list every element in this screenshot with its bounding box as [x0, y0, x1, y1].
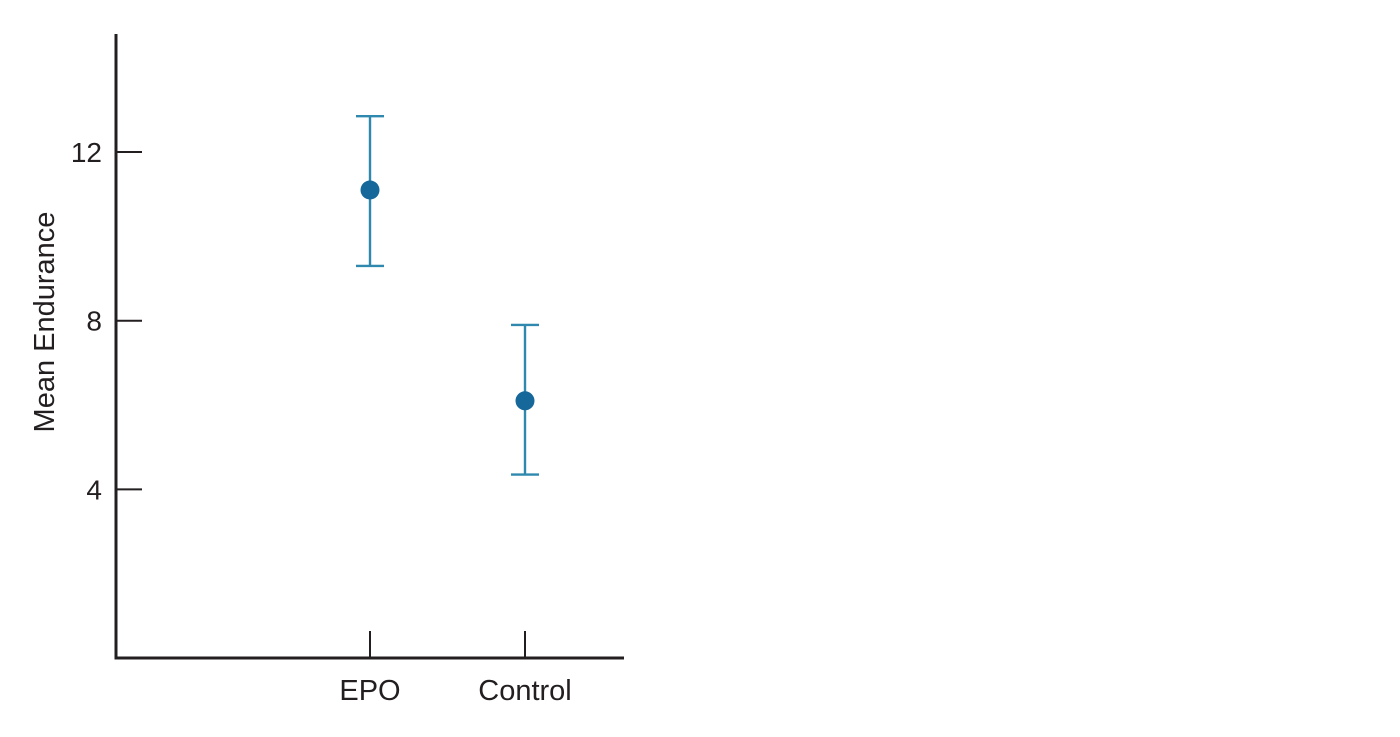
y-ticks: 4 8 12 — [71, 137, 142, 505]
data-point-control — [515, 391, 535, 411]
y-tick-label: 8 — [86, 306, 102, 337]
data-marks — [356, 115, 539, 476]
x-ticks: EPO Control — [339, 631, 572, 707]
x-tick-label: EPO — [339, 675, 400, 707]
y-axis-label: Mean Endurance — [29, 212, 61, 433]
x-tick-label: Control — [478, 675, 572, 707]
y-tick-label: 4 — [86, 474, 102, 505]
data-point-epo — [360, 180, 380, 200]
y-tick-label: 12 — [71, 137, 102, 168]
